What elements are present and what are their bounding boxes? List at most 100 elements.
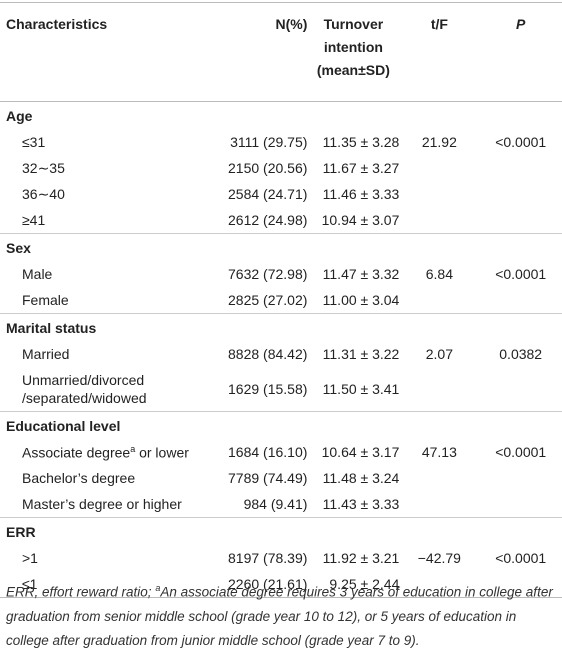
cell-mean: 10.94 ± 3.07 [321,212,400,228]
row-label: 36∼40 [22,185,65,202]
cell-empty [479,155,562,181]
cell-t: −42.79 [417,550,461,566]
cell-n: 8197 (78.39) [228,550,308,566]
label-part: Associate degree [22,444,131,461]
cell-empty [479,287,562,314]
row-label: >1 [22,550,38,566]
row-label: Married [22,346,70,362]
row-label: Male [22,266,53,282]
cell-n: 7632 (72.98) [228,266,308,282]
cell-t: 6.84 [425,266,453,282]
cell-empty [399,181,479,207]
cell-p: <0.0001 [495,134,547,150]
row-label: 32∼35 [22,159,65,176]
footnote-text: ERR, effort reward ratio; [6,584,156,600]
cell-t: 47.13 [421,444,457,460]
row-label: ≤1 [22,576,38,592]
data-row: Female 2825 (27.02) 11.00 ± 3.04 [0,287,562,314]
cell-p: <0.0001 [495,266,547,282]
group-label: Marital status [6,319,97,336]
header-cell: Characteristics [6,16,108,32]
header-cell: N(%) [275,16,308,32]
group-label: Educational level [6,417,121,434]
data-row: ≤31 3111 (29.75) 11.35 ± 3.28 21.92 <0.0001 [0,129,562,155]
cell-mean: 11.67 ± 3.27 [322,160,400,176]
group-row: Age [0,101,562,130]
group-row: ERR [0,517,562,546]
cell-empty [399,207,479,234]
cell-mean: 11.31 ± 3.22 [322,346,400,362]
header-line: intention [323,39,383,55]
label-line: Unmarried/divorced [22,372,145,388]
row-label: ≥41 [22,212,46,228]
data-row: ≥41 2612 (24.98) 10.94 ± 3.07 [0,207,562,234]
group-row: Sex [0,233,562,262]
row-label: ≤31 [22,134,46,150]
group-label: Age [6,107,33,124]
cell-mean: 10.64 ± 3.17 [321,444,400,460]
cell-mean: 11.00 ± 3.04 [322,292,400,308]
cell-empty [479,367,562,412]
cell-n: 984 (9.41) [243,496,308,512]
cell-mean: 11.50 ± 3.41 [322,381,400,397]
cell-mean: 11.47 ± 3.32 [322,266,400,282]
cell-mean: 9.25 ± 2.44 [329,576,400,592]
cell-p: <0.0001 [495,550,547,566]
cell-mean: 11.43 ± 3.33 [322,496,400,512]
cell-t: 21.92 [421,134,457,150]
label-part: or lower [135,444,189,461]
table-body: Age ≤31 3111 (29.75) 11.35 ± 3.28 21.92 <0.00… [0,101,562,598]
cell-mean: 11.35 ± 3.28 [322,134,400,150]
data-row: Master’s degree or higher 984 (9.41) 11.43… [0,491,562,518]
row-label: Female [22,292,69,308]
cell-empty [399,491,479,518]
data-row: Associate degreea or lower 1684 (16.10) 10… [0,439,562,465]
cell-empty [479,207,562,234]
cell-empty [479,465,562,491]
footnote: ERR, effort reward ratio; aAn associate … [6,576,558,653]
data-table: Characteristics N(%) Turnover intention (mea… [0,2,562,598]
cell-n: 2260 (21.61) [228,576,308,592]
cell-p: <0.0001 [495,444,547,460]
header-cell: Turnover intention (mean±SD) [307,3,399,102]
cell-p: 0.0382 [499,346,543,362]
cell-n: 2584 (24.71) [228,186,308,202]
header-cell: P [516,16,526,32]
cell-empty [399,465,479,491]
cell-n: 1629 (15.58) [228,381,308,397]
cell-mean: 11.92 ± 3.21 [322,550,400,566]
data-row: 32∼35 2150 (20.56) 11.67 ± 3.27 [0,155,562,181]
cell-mean: 11.48 ± 3.24 [322,470,400,486]
data-row: Unmarried/divorced/separated/widowed 1629… [0,367,562,412]
data-row: Married 8828 (84.42) 11.31 ± 3.22 2.07 0.038… [0,341,562,367]
cell-n: 1684 (16.10) [228,444,308,460]
superscript: a [130,443,136,454]
row-label: Bachelor’s degree [22,470,136,486]
group-row: Educational level [0,411,562,440]
cell-mean: 11.46 ± 3.33 [322,186,400,202]
header-row: Characteristics N(%) Turnover intention (mea… [0,2,562,102]
cell-n: 3111 (29.75) [230,134,308,150]
header-line: Turnover [323,16,384,32]
cell-n: 2825 (27.02) [228,292,308,308]
label-line: /separated/widowed [22,390,147,406]
row-label: Master’s degree or higher [22,496,182,512]
footnote-text: An associate degree requires 3 years of … [6,584,553,648]
header-line: (mean±SD) [316,62,390,78]
cell-n: 2612 (24.98) [228,212,308,228]
cell-empty [399,287,479,314]
cell-empty [399,155,479,181]
cell-empty [479,491,562,518]
group-row: Marital status [0,313,562,342]
cell-empty [479,181,562,207]
cell-n: 8828 (84.42) [228,346,308,362]
cell-n: 7789 (74.49) [228,470,308,486]
data-row: Male 7632 (72.98) 11.47 ± 3.32 6.84 <0.0001 [0,261,562,287]
row-label: Unmarried/divorced/separated/widowed [0,367,224,412]
cell-empty [399,367,479,412]
cell-t: 2.07 [425,346,453,362]
group-label: ERR [6,523,36,540]
superscript: a [155,583,161,593]
data-row: ≤1 2260 (21.61) 9.25 ± 2.44 [0,571,562,598]
